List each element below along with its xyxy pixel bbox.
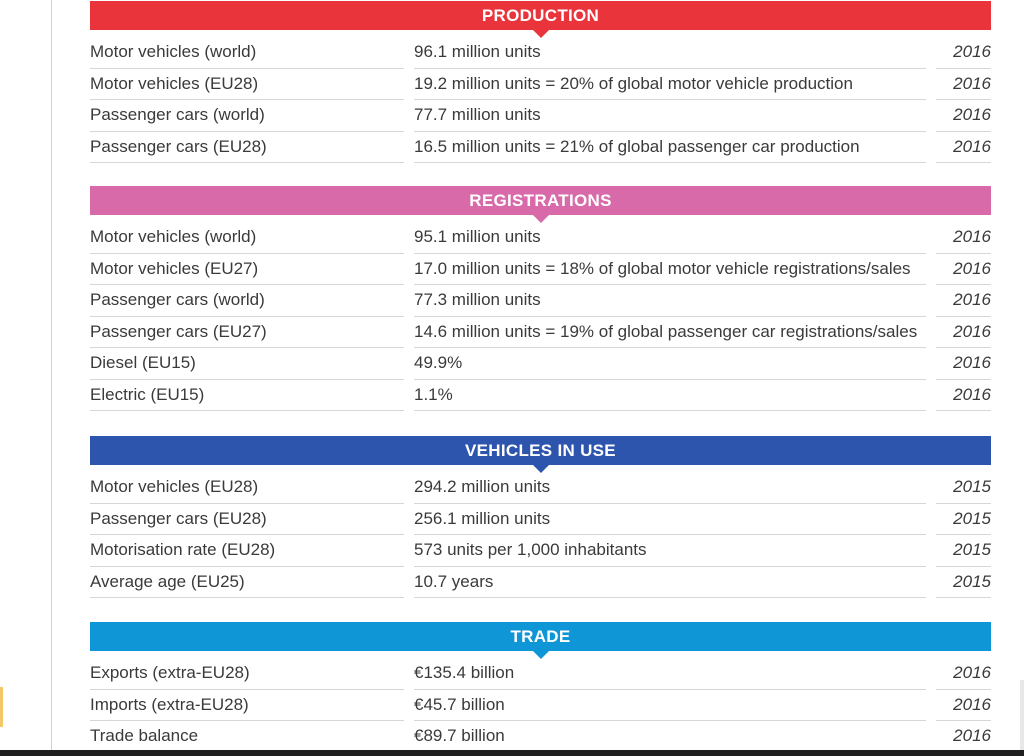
row-value: 19.2 million units = 20% of global motor… (414, 69, 926, 100)
row-year: 2015 (936, 535, 991, 567)
left-edge-marker (0, 687, 3, 727)
row-year: 2016 (936, 721, 991, 753)
row-year: 2016 (936, 100, 991, 132)
table-row: Average age (EU25) 10.7 years 2015 (90, 567, 991, 598)
row-label: Passenger cars (EU28) (90, 504, 404, 535)
row-year: 2016 (936, 317, 991, 348)
section-header: TRADE (90, 622, 991, 659)
row-year: 2016 (936, 254, 991, 285)
table-row: Diesel (EU15) 49.9% 2016 (90, 348, 991, 380)
table-row: Passenger cars (EU28) 256.1 million units… (90, 504, 991, 535)
row-label: Electric (EU15) (90, 380, 404, 411)
row-value: 14.6 million units = 19% of global passe… (414, 317, 926, 348)
row-label: Passenger cars (EU28) (90, 132, 404, 163)
row-year: 2016 (936, 285, 991, 317)
row-label: Motor vehicles (world) (90, 37, 404, 69)
section-title: REGISTRATIONS (469, 190, 612, 210)
row-value: 95.1 million units (414, 222, 926, 254)
right-edge-strip (1020, 680, 1024, 756)
header-pointer-icon (532, 651, 549, 659)
table-row: Motor vehicles (EU27) 17.0 million units … (90, 254, 991, 285)
section-rows: Motor vehicles (EU28) 294.2 million units… (90, 465, 991, 598)
header-pointer-icon (532, 30, 549, 38)
section-rows: Motor vehicles (world) 96.1 million units… (90, 30, 991, 163)
row-label: Trade balance (90, 721, 404, 753)
row-label: Passenger cars (world) (90, 100, 404, 132)
row-value: 10.7 years (414, 567, 926, 598)
table-row: Motor vehicles (world) 95.1 million units… (90, 222, 991, 254)
row-value: 256.1 million units (414, 504, 926, 535)
table-row: Passenger cars (EU28) 16.5 million units … (90, 132, 991, 163)
section-header: REGISTRATIONS (90, 186, 991, 223)
table-row: Passenger cars (world) 77.7 million units… (90, 100, 991, 132)
table-row: Passenger cars (EU27) 14.6 million units … (90, 317, 991, 348)
section-rows: Exports (extra-EU28) €135.4 billion 2016 Im… (90, 651, 991, 753)
row-value: €135.4 billion (414, 658, 926, 690)
row-value: 77.7 million units (414, 100, 926, 132)
section-trade: TRADE Exports (extra-EU28) €135.4 billion 2… (90, 622, 991, 753)
section-title: PRODUCTION (481, 5, 600, 25)
row-value: 49.9% (414, 348, 926, 380)
row-label: Average age (EU25) (90, 567, 404, 598)
bottom-border (0, 750, 1024, 756)
row-value: 294.2 million units (414, 472, 926, 504)
row-year: 2016 (936, 69, 991, 100)
row-value: 1.1% (414, 380, 926, 411)
row-value: €89.7 billion (414, 721, 926, 753)
table-row: Motor vehicles (world) 96.1 million units… (90, 37, 991, 69)
row-value: 96.1 million units (414, 37, 926, 69)
row-year: 2016 (936, 37, 991, 69)
row-year: 2016 (936, 380, 991, 411)
table-row: Motor vehicles (EU28) 294.2 million units… (90, 472, 991, 504)
section-production: PRODUCTION Motor vehicles (world) 96.1 mil… (90, 1, 991, 163)
row-label: Imports (extra-EU28) (90, 690, 404, 721)
row-year: 2016 (936, 222, 991, 254)
row-label: Motor vehicles (EU28) (90, 472, 404, 504)
section-vehicles-in-use: VEHICLES IN USE Motor vehicles (EU28) 294.… (90, 436, 991, 598)
table-row: Passenger cars (world) 77.3 million units… (90, 285, 991, 317)
row-value: €45.7 billion (414, 690, 926, 721)
row-year: 2016 (936, 348, 991, 380)
row-label: Passenger cars (EU27) (90, 317, 404, 348)
row-value: 17.0 million units = 18% of global motor… (414, 254, 926, 285)
row-year: 2016 (936, 132, 991, 163)
table-row: Exports (extra-EU28) €135.4 billion 2016 (90, 658, 991, 690)
section-header: VEHICLES IN USE (90, 436, 991, 473)
header-pointer-icon (532, 215, 549, 223)
row-year: 2016 (936, 690, 991, 721)
table-row: Electric (EU15) 1.1% 2016 (90, 380, 991, 411)
table-row: Motor vehicles (EU28) 19.2 million units … (90, 69, 991, 100)
row-label: Motor vehicles (EU27) (90, 254, 404, 285)
row-label: Motor vehicles (EU28) (90, 69, 404, 100)
row-value: 77.3 million units (414, 285, 926, 317)
header-pointer-icon (532, 465, 549, 473)
row-label: Diesel (EU15) (90, 348, 404, 380)
section-rows: Motor vehicles (world) 95.1 million units… (90, 215, 991, 411)
row-year: 2015 (936, 504, 991, 535)
left-margin-line (51, 0, 52, 756)
table-row: Imports (extra-EU28) €45.7 billion 2016 (90, 690, 991, 721)
row-label: Passenger cars (world) (90, 285, 404, 317)
row-year: 2016 (936, 658, 991, 690)
row-label: Exports (extra-EU28) (90, 658, 404, 690)
row-year: 2015 (936, 472, 991, 504)
row-year: 2015 (936, 567, 991, 598)
row-label: Motorisation rate (EU28) (90, 535, 404, 567)
section-registrations: REGISTRATIONS Motor vehicles (world) 95.1 … (90, 186, 991, 411)
row-value: 16.5 million units = 21% of global passe… (414, 132, 926, 163)
table-row: Trade balance €89.7 billion 2016 (90, 721, 991, 753)
section-title: TRADE (510, 626, 571, 646)
section-title: VEHICLES IN USE (465, 440, 616, 460)
section-header: PRODUCTION (90, 1, 991, 38)
table-row: Motorisation rate (EU28) 573 units per 1,… (90, 535, 991, 567)
row-label: Motor vehicles (world) (90, 222, 404, 254)
row-value: 573 units per 1,000 inhabitants (414, 535, 926, 567)
